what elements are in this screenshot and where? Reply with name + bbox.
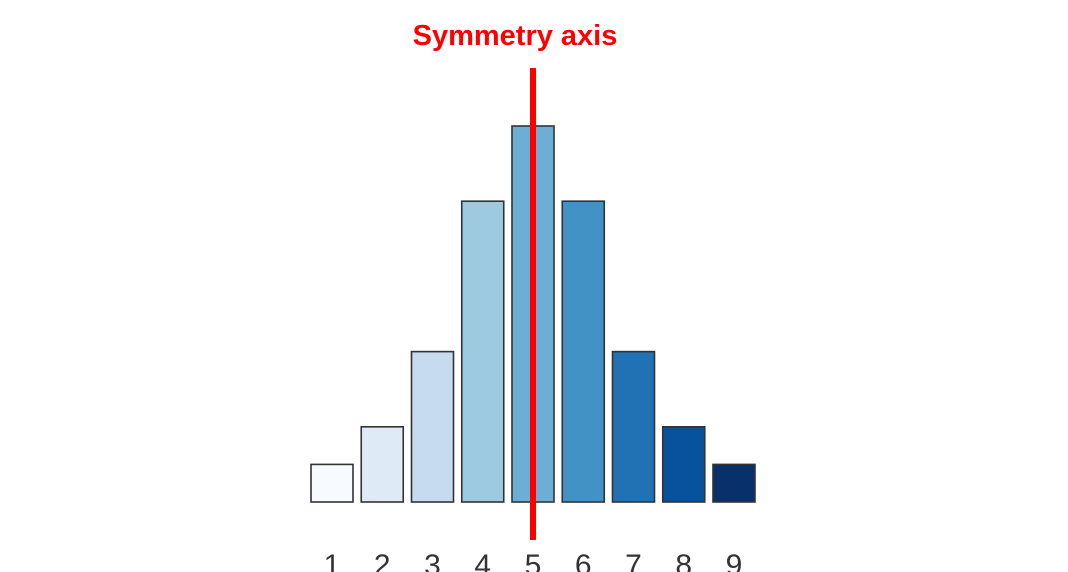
x-tick-labels: 1 2 3 4 5 6 7 8 9: [324, 549, 743, 572]
bar-9: [712, 463, 756, 503]
symmetry-axis-label: Symmetry axis: [413, 20, 618, 52]
x-tick-label-4: 4: [474, 549, 491, 572]
bars-group: [310, 125, 756, 503]
x-tick-label-9: 9: [726, 549, 743, 572]
bar-6: [561, 200, 606, 503]
x-tick-label-2: 2: [374, 549, 391, 572]
bar-7: [611, 350, 656, 503]
bar-1: [310, 463, 354, 503]
x-tick-label-5: 5: [525, 549, 542, 572]
x-tick-label-6: 6: [575, 549, 592, 572]
bar-8: [661, 425, 706, 503]
bar-3: [410, 350, 455, 503]
x-tick-label-1: 1: [324, 549, 341, 572]
bar-2: [360, 425, 405, 503]
x-tick-label-7: 7: [625, 549, 642, 572]
x-tick-label-8: 8: [675, 549, 692, 572]
x-tick-label-3: 3: [424, 549, 441, 572]
bar-4: [460, 200, 505, 503]
